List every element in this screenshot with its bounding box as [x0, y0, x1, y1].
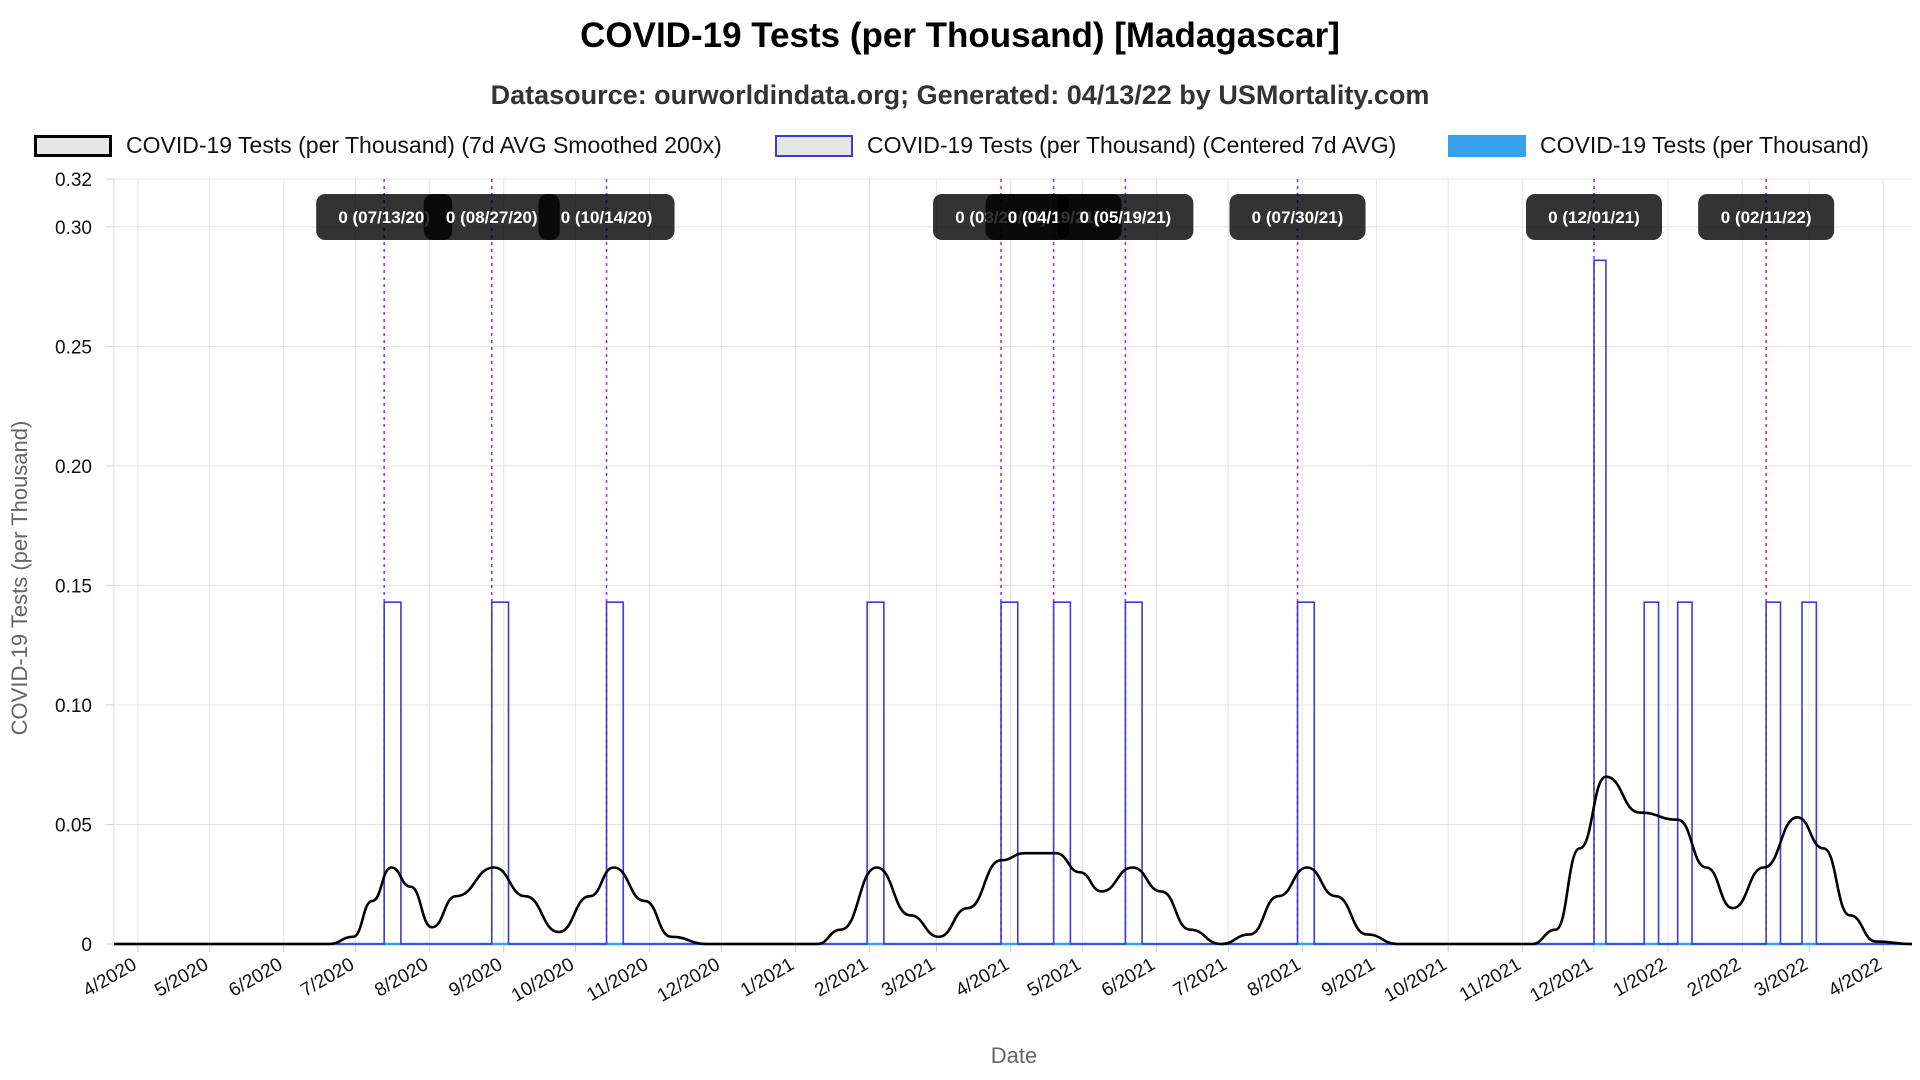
y-tick-label: 0.10: [55, 696, 92, 717]
annotation-label: 0 (07/13/20): [316, 194, 453, 240]
annotation-label-box: [1057, 194, 1194, 240]
x-axis-title: Date: [991, 1043, 1037, 1068]
y-tick-label: 0.25: [55, 337, 92, 358]
annotation-label: 0 (08/27/20): [423, 194, 560, 240]
annotation-label-box: [538, 194, 675, 240]
annotation-label-text: 0 (02/11/22): [1721, 208, 1812, 227]
y-tick-label: 0.05: [55, 815, 92, 836]
legend-label-smoothed: COVID-19 Tests (per Thousand) (7d AVG Sm…: [126, 132, 722, 158]
legend-swatch-smoothed: [34, 134, 112, 157]
y-tick-label: 0.20: [55, 457, 92, 478]
x-tick-label: 10/2020: [508, 954, 578, 1007]
annotation-label-box: [1698, 194, 1835, 240]
x-tick-label: 6/2021: [1098, 954, 1159, 1001]
annotation-label: 0 (12/01/21): [1526, 194, 1663, 240]
annotation-label-text: 0 (07/30/21): [1252, 208, 1344, 227]
annotation-label-text: 0 (08/27/20): [446, 208, 538, 227]
x-tick-label: 5/2020: [151, 954, 212, 1001]
x-tick-label: 8/2021: [1244, 954, 1305, 1001]
y-tick-label: 0.32: [55, 170, 92, 191]
annotation-label-text: 0 (12/01/21): [1548, 208, 1640, 227]
annotation-label-text: 0 (10/14/20): [561, 208, 653, 227]
x-tick-label: 12/2021: [1527, 954, 1597, 1007]
x-tick-label: 12/2020: [654, 954, 724, 1007]
y-tick-label: 0.15: [55, 576, 92, 597]
x-tick-label: 5/2021: [1024, 954, 1085, 1001]
legend-item-centered[interactable]: COVID-19 Tests (per Thousand) (Centered …: [775, 132, 1396, 159]
series-layer: [114, 259, 1913, 946]
x-ticks: 4/2020 5/2020 6/2020 7/2020 8/2020 9/2020 10/2…: [80, 954, 1886, 1007]
x-tick-label: 7/2020: [297, 954, 358, 1001]
annotation-label-text: 0 (05/19/21): [1080, 208, 1172, 227]
x-tick-label: 9/2021: [1318, 954, 1379, 1001]
x-tick-label: 3/2021: [878, 954, 939, 1001]
grid-layer: [106, 178, 1912, 952]
x-tick-label: 10/2021: [1381, 954, 1451, 1007]
x-tick-label: 11/2021: [1456, 954, 1525, 1006]
annotation-label-text: 0 (07/13/20): [338, 208, 430, 227]
series-centered-7d-line: [114, 259, 1912, 945]
legend: COVID-19 Tests (per Thousand) (7d AVG Sm…: [0, 132, 1920, 164]
x-tick-label: 11/2020: [583, 954, 652, 1006]
annotation-label-box: [1526, 194, 1663, 240]
series-smoothed-line: [114, 775, 1913, 946]
annotation-label-box: [1229, 194, 1366, 240]
legend-item-daily[interactable]: COVID-19 Tests (per Thousand): [1448, 132, 1869, 159]
legend-label-centered: COVID-19 Tests (per Thousand) (Centered …: [867, 132, 1397, 158]
x-tick-label: 4/2022: [1825, 954, 1886, 1001]
legend-item-smoothed[interactable]: COVID-19 Tests (per Thousand) (7d AVG Sm…: [34, 132, 722, 159]
legend-swatch-daily: [1448, 134, 1526, 157]
y-ticks: 0 0.05 0.10 0.15 0.20 0.25 0.30 0.32: [55, 170, 92, 956]
chart-subtitle: Datasource: ourworldindata.org; Generate…: [490, 80, 1430, 110]
chart-title: COVID-19 Tests (per Thousand) [Madagasca…: [580, 16, 1340, 55]
x-tick-label: 6/2020: [225, 954, 286, 1001]
annotation-label: 0 (05/19/21): [1057, 194, 1194, 240]
annotation-label-box: [316, 194, 453, 240]
annotation-label: 0 (10/14/20): [538, 194, 675, 240]
x-tick-label: 7/2021: [1170, 954, 1231, 1001]
annotation-lines: [383, 179, 1767, 944]
x-tick-label: 8/2020: [371, 954, 432, 1001]
annotation-label: 0 (02/11/22): [1698, 194, 1835, 240]
annotation-labels: 0 (07/13/20) 0 (08/27/20) 0 (10/14/20) 0 (0…: [316, 194, 1835, 240]
x-tick-label: 2/2022: [1684, 954, 1745, 1001]
y-tick-label: 0.30: [55, 218, 92, 239]
annotation-label: 0 (07/30/21): [1229, 194, 1366, 240]
x-tick-label: 3/2022: [1751, 954, 1812, 1001]
y-axis-title: COVID-19 Tests (per Thousand): [7, 421, 32, 736]
legend-label-daily: COVID-19 Tests (per Thousand): [1540, 132, 1869, 158]
x-tick-label: 2/2021: [811, 954, 872, 1001]
x-tick-label: 4/2020: [80, 954, 141, 1001]
y-tick-label: 0: [81, 935, 92, 956]
annotation-label-box: [423, 194, 560, 240]
x-tick-label: 9/2020: [445, 954, 506, 1001]
legend-swatch-centered: [775, 134, 853, 157]
x-tick-label: 4/2021: [952, 954, 1013, 1001]
x-tick-label: 1/2021: [737, 954, 798, 1001]
x-tick-label: 1/2022: [1610, 954, 1671, 1001]
